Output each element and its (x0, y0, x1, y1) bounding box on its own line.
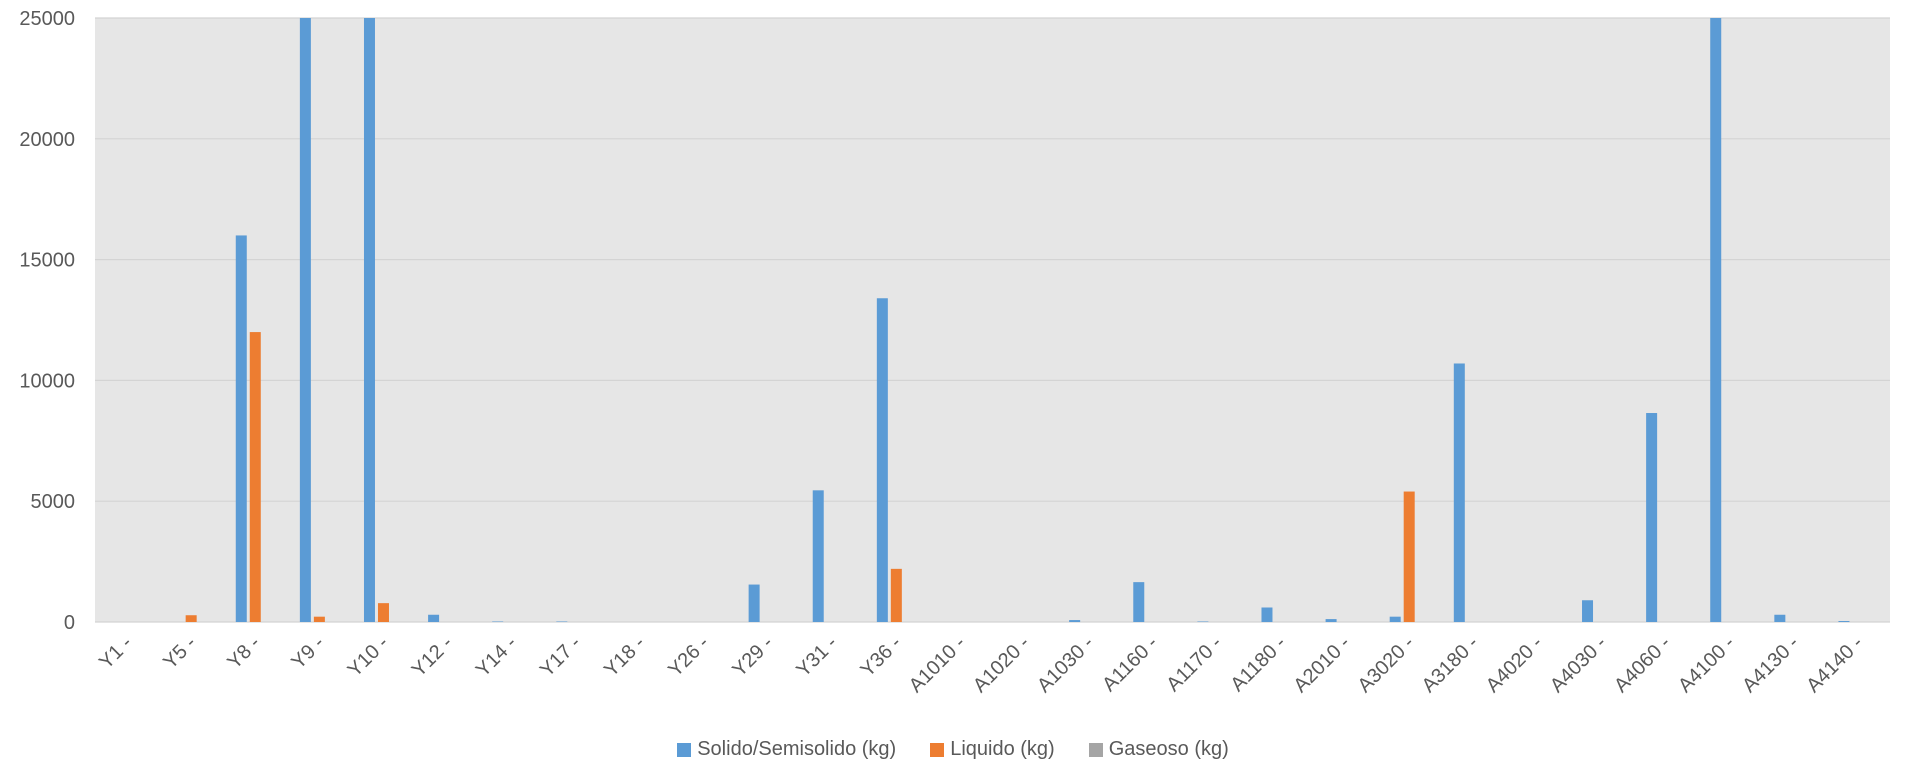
legend-item-solido: Solido/Semisolido (kg) (677, 738, 896, 761)
bar (185, 615, 197, 622)
x-tick-label: A4020 - (1482, 632, 1547, 697)
chart-svg: 0 5000 10000 15000 20000 25000 Y1 - Y5 - Y8 - Y9 … (19, 8, 1890, 697)
bar (1325, 619, 1337, 622)
x-tick-label: Y10 - (344, 632, 393, 681)
y-tick-label: 10000 (19, 370, 75, 392)
legend: Solido/Semisolido (kg) Liquido (kg) Gase… (0, 738, 1906, 761)
bar (812, 490, 824, 622)
x-tick-label: Y18 - (600, 632, 649, 681)
x-tick-label: A3180 - (1418, 632, 1483, 697)
legend-label-gaseoso: Gaseoso (kg) (1108, 738, 1229, 760)
bar (1403, 491, 1415, 622)
x-tick-label: Y5 - (159, 632, 200, 673)
plot-area (95, 18, 1890, 622)
bar (1453, 363, 1465, 622)
legend-swatch-solido (677, 742, 692, 757)
bar (1838, 621, 1850, 622)
y-tick-label: 25000 (19, 8, 75, 30)
legend-swatch-liquido (930, 742, 945, 757)
x-tick-label: Y12 - (408, 632, 457, 681)
bar (1261, 607, 1273, 622)
x-tick-label: A1160 - (1098, 632, 1162, 696)
bar (1646, 413, 1658, 622)
bar (890, 568, 902, 622)
bar (377, 603, 389, 622)
legend-label-solido: Solido/Semisolido (kg) (697, 738, 897, 760)
bar (1389, 616, 1401, 622)
legend-label-liquido: Liquido (kg) (950, 738, 1055, 760)
x-tick-label: A1010 - (905, 632, 970, 697)
bar (299, 18, 311, 622)
bar (876, 298, 888, 622)
legend-item-gaseoso: Gaseoso (kg) (1088, 738, 1229, 761)
bar (1069, 620, 1081, 622)
bar (313, 616, 325, 622)
x-tick-label: A4100 - (1674, 632, 1739, 697)
x-tick-label: A3020 - (1354, 632, 1419, 697)
x-tick-label: A4130 - (1738, 632, 1803, 697)
x-tick-label: Y31 - (792, 632, 841, 681)
bar (249, 332, 261, 622)
legend-swatch-gaseoso (1088, 742, 1103, 757)
bar (1774, 614, 1786, 622)
bar (428, 614, 440, 622)
x-tick-label: Y26 - (664, 632, 713, 681)
y-tick-label: 15000 (19, 250, 75, 272)
y-tick-label: 20000 (19, 129, 75, 151)
bar (235, 235, 247, 622)
x-tick-label: A4140 - (1802, 632, 1867, 697)
legend-item-liquido: Liquido (kg) (930, 738, 1055, 761)
x-tick-label: A1180 - (1226, 632, 1290, 696)
bar (748, 584, 760, 622)
x-tick-label: A1170 - (1162, 632, 1226, 696)
x-tick-label: A2010 - (1290, 632, 1355, 697)
x-tick-label: A1020 - (969, 632, 1034, 697)
x-tick-label: A1030 - (1033, 632, 1098, 697)
bar (363, 18, 375, 622)
x-tick-label: Y29 - (728, 632, 777, 681)
x-tick-label: Y17 - (536, 632, 585, 681)
x-tick-label: Y14 - (472, 632, 521, 681)
x-tick-label: Y8 - (223, 632, 264, 673)
bar (1582, 600, 1594, 622)
x-tick-label: Y36 - (857, 632, 906, 681)
x-tick-label: Y1 - (95, 632, 136, 673)
y-tick-label: 0 (64, 612, 75, 634)
y-tick-label: 5000 (31, 491, 76, 513)
x-tick-label: A4030 - (1546, 632, 1611, 697)
bar (1133, 582, 1145, 622)
x-tick-label: Y9 - (287, 632, 328, 673)
bar (1710, 18, 1722, 622)
x-tick-label: A4060 - (1610, 632, 1675, 697)
